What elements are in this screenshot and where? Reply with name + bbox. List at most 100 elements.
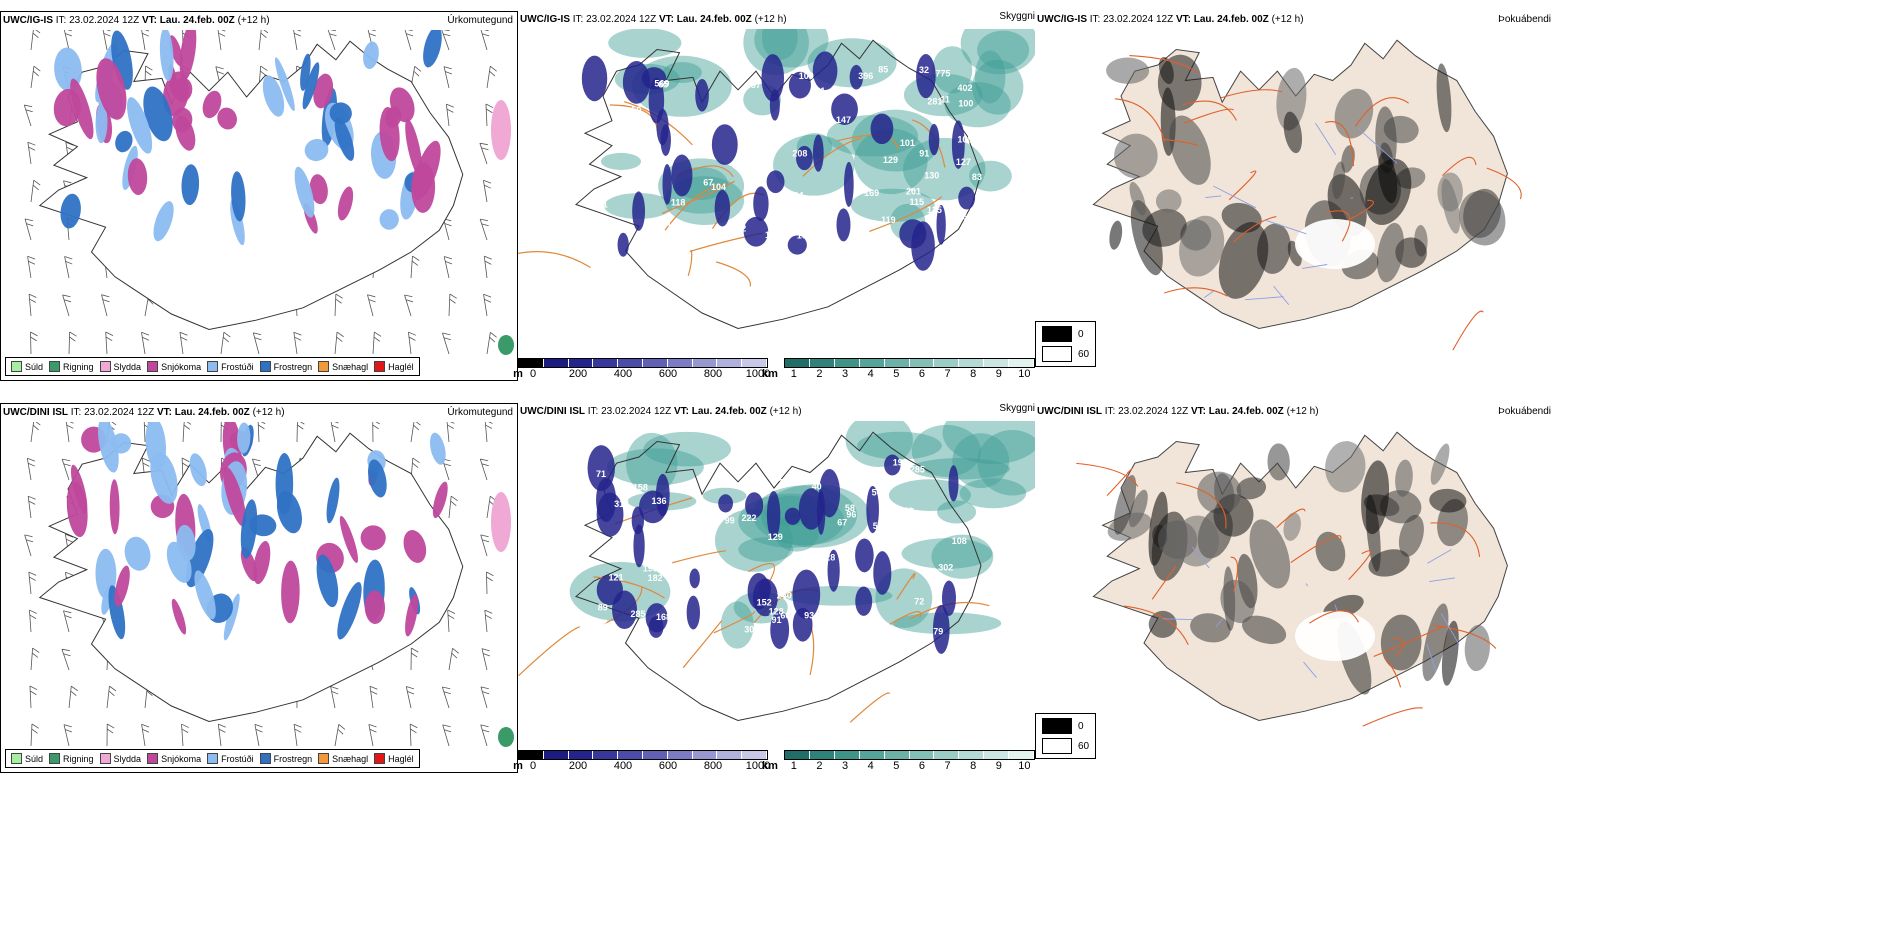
- river-line: [1426, 643, 1437, 672]
- precip-cell: [185, 529, 214, 588]
- cloud-base-core: [581, 55, 608, 102]
- legend-item: Slydda: [99, 753, 142, 764]
- cloud-base-core: [612, 590, 638, 630]
- wind-barb: [484, 422, 493, 443]
- cloud-base-label: 70: [647, 558, 657, 568]
- cloud-base-label: 281: [927, 96, 942, 106]
- cloud-area: [608, 29, 682, 58]
- cloud-base-label: 79: [933, 627, 943, 637]
- cloud-header: UWC/DINI ISL IT: 23.02.2024 12Z VT: Lau.…: [520, 406, 802, 417]
- legend-swatch: [207, 361, 219, 372]
- cloud-base-label: 240: [777, 590, 792, 600]
- wind-barb: [372, 331, 382, 355]
- colorbar-tick: 5: [893, 368, 900, 380]
- colorbar-cell: [984, 751, 1010, 759]
- road-line: [1362, 707, 1423, 727]
- cloud-area: [857, 431, 942, 460]
- cloud-base-core: [743, 216, 769, 247]
- precip-cell: [339, 515, 359, 563]
- cloud-base-label: 86: [730, 459, 740, 469]
- fog-header: UWC/IG-IS IT: 23.02.2024 12Z VT: Lau. 24…: [1037, 14, 1304, 25]
- colorbar-tick: 10: [1018, 368, 1031, 380]
- legend-label: Súld: [25, 361, 44, 372]
- colorbar-tick: 200: [568, 368, 588, 380]
- cloud-base-core: [932, 604, 950, 654]
- precip-cell: [115, 130, 133, 153]
- wind-barb: [480, 534, 490, 557]
- precip-cell: [429, 432, 446, 465]
- wind-barb: [443, 256, 453, 279]
- colorbar-cell: [717, 359, 743, 367]
- cloud-base-label: 100: [958, 99, 973, 109]
- precip-cell: [294, 166, 315, 218]
- cloud-base-label: 87: [751, 80, 761, 90]
- fog-area: [1174, 515, 1220, 567]
- road-line: [1230, 556, 1239, 592]
- legend-swatch: [99, 753, 111, 764]
- colorbar-tick: 1000: [745, 760, 771, 772]
- wind-barb: [24, 218, 34, 241]
- valid-time: Lau. 24.feb. 00Z: [159, 15, 235, 26]
- precip-cell: [423, 30, 442, 68]
- wind-barb: [486, 65, 497, 89]
- road-line: [518, 626, 580, 677]
- precip-header: UWC/DINI ISL IT: 23.02.2024 12Z VT: Lau.…: [3, 407, 285, 418]
- wind-barb: [101, 294, 110, 317]
- cloud-base-core: [855, 586, 873, 616]
- river-line: [1305, 583, 1309, 587]
- fog-area: [1220, 579, 1255, 624]
- cloud-base-label: 97: [653, 228, 663, 238]
- valid-time: Lau. 24.feb. 00Z: [1208, 406, 1284, 417]
- cloud-base-colorbar: m 0 200 400 600 800 1000: [513, 358, 770, 381]
- cloud-base-label: 129: [768, 532, 783, 542]
- cloud-base-label: 71: [596, 469, 606, 479]
- legend-label: Slydda: [113, 753, 142, 764]
- wind-barb: [26, 457, 36, 481]
- fog-area: [1430, 443, 1450, 485]
- precip-cell: [413, 140, 441, 200]
- precip-cell: [189, 453, 207, 487]
- colorbar-tick: 8: [970, 368, 977, 380]
- wind-barb: [217, 30, 226, 51]
- cloud-base-label: 163: [765, 230, 780, 240]
- cloud-base-core: [655, 473, 670, 517]
- colorbar-cell: [642, 751, 668, 759]
- fog-area: [1395, 459, 1413, 497]
- wind-barb: [408, 331, 417, 355]
- lead-time: (+12 h): [252, 407, 285, 418]
- precip-cell: [364, 590, 386, 625]
- cloud-base-core: [761, 54, 785, 102]
- colorbar-cell: [1009, 359, 1035, 367]
- fog-area: [1267, 443, 1290, 481]
- cloud-base-label: 89: [598, 602, 608, 612]
- cloud-base-label: 75: [673, 527, 683, 537]
- wind-barb: [106, 723, 115, 747]
- legend-swatch: [318, 361, 330, 372]
- colorbar-tick: 400: [613, 368, 633, 380]
- wind-barb: [24, 534, 34, 557]
- wind-barb: [293, 723, 302, 747]
- legend-item: Súld: [11, 361, 43, 372]
- precip-cell: [275, 452, 294, 515]
- wind-barb: [486, 331, 497, 355]
- precip-cell: [253, 540, 271, 585]
- cloud-area: [960, 29, 1035, 75]
- river-line: [1192, 546, 1210, 569]
- wind-barb: [64, 256, 73, 279]
- road-line: [661, 180, 735, 214]
- wind-barb: [68, 685, 79, 709]
- road-line: [1309, 610, 1359, 624]
- cloud-base-label: 130: [924, 171, 939, 181]
- wind-barb: [63, 724, 73, 747]
- colorbar-cell: [834, 359, 860, 367]
- legend-label: Frostregn: [273, 753, 313, 764]
- colorbar-cell: [884, 359, 910, 367]
- colorbar-cell: [692, 359, 718, 367]
- cloud-panel: UWC/DINI ISL IT: 23.02.2024 12Z VT: Lau.…: [513, 403, 1035, 773]
- fog-area: [1190, 613, 1231, 643]
- precip-cell: [150, 451, 178, 504]
- wind-barb: [481, 648, 491, 671]
- valid-time: Lau. 24.feb. 00Z: [691, 406, 767, 417]
- wind-barb: [372, 422, 380, 443]
- road-line: [1162, 138, 1198, 146]
